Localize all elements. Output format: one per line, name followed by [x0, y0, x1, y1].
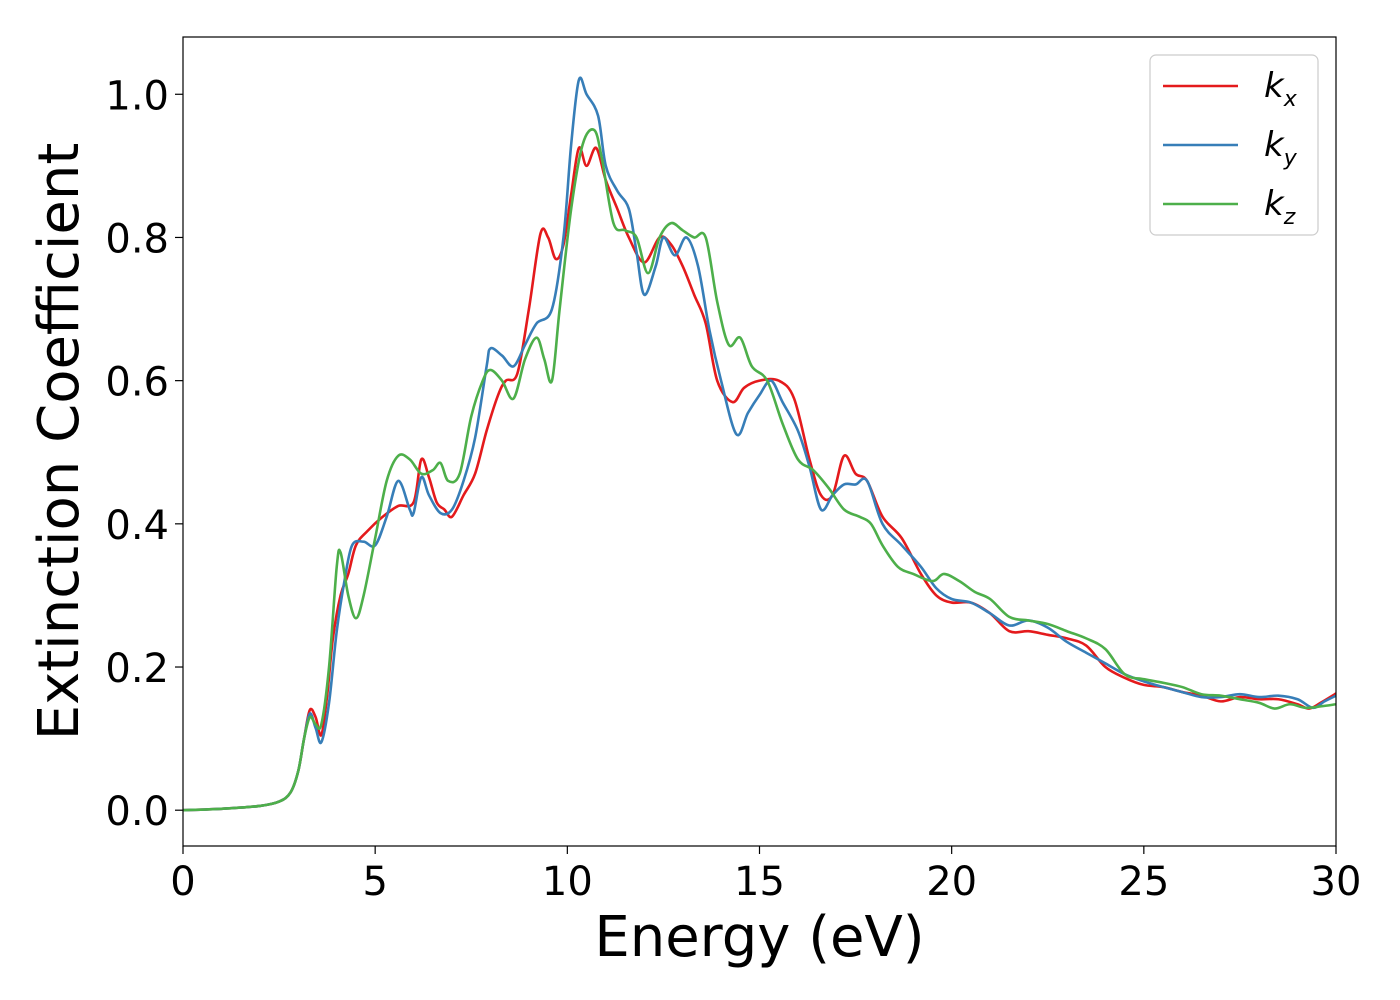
- x-axis-label: Energy (eV): [594, 905, 924, 970]
- x-tick-label: 10: [542, 859, 593, 905]
- x-tick-label: 30: [1311, 859, 1362, 905]
- y-tick-label: 0.2: [105, 646, 169, 692]
- plot-area: [183, 37, 1336, 846]
- x-tick-label: 20: [926, 859, 977, 905]
- series-layer: [183, 76, 1336, 812]
- legend-label-ky: ky: [1264, 125, 1298, 171]
- y-tick-label: 0.6: [105, 360, 169, 406]
- series-line-kx: [183, 146, 1336, 812]
- legend: kx ky kz: [1149, 54, 1319, 236]
- y-axis-ticks: 0.0 0.2 0.4 0.6 0.8 1.0: [105, 73, 183, 835]
- x-axis-ticks: 0 5 10 15 20 25 30: [170, 846, 1361, 905]
- series-line-ky: [183, 76, 1336, 812]
- x-tick-label: 0: [170, 859, 195, 905]
- y-tick-label: 0.0: [105, 789, 169, 835]
- x-tick-label: 15: [734, 859, 785, 905]
- x-tick-label: 5: [362, 859, 387, 905]
- y-tick-label: 0.4: [105, 503, 169, 549]
- x-tick-label: 25: [1118, 859, 1169, 905]
- y-tick-label: 1.0: [105, 73, 169, 119]
- y-axis-label: Extinction Coefficient: [27, 143, 92, 741]
- series-line-kz: [183, 128, 1336, 812]
- legend-label-kz: kz: [1264, 184, 1296, 230]
- y-tick-label: 0.8: [105, 216, 169, 262]
- legend-label-kx: kx: [1264, 66, 1298, 112]
